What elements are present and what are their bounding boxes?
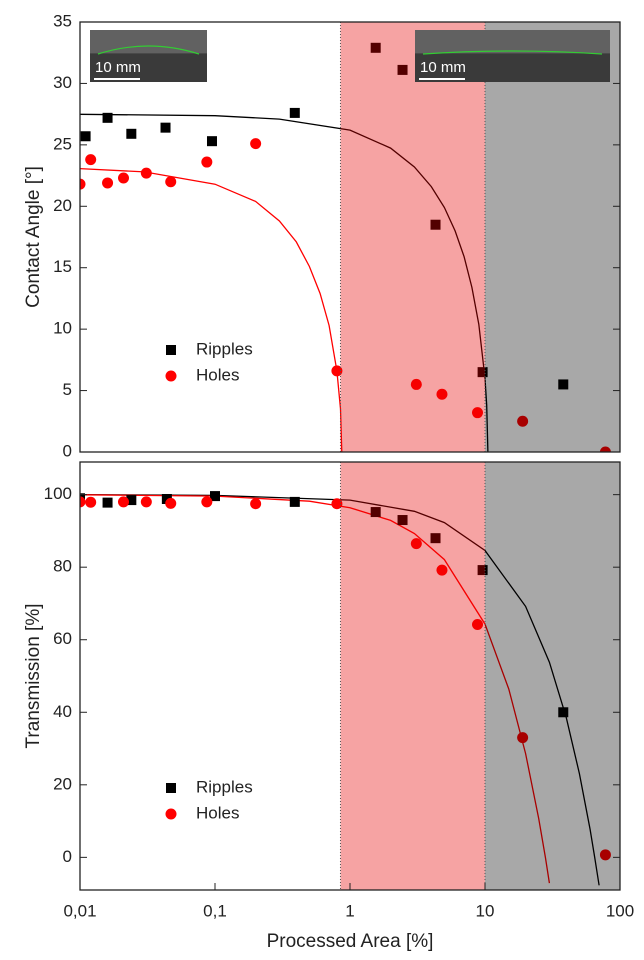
y-tick-label: 35: [53, 11, 72, 30]
point: [472, 407, 484, 419]
shaded-region: [485, 22, 620, 452]
point: [370, 507, 381, 518]
y-tick-label: 30: [53, 73, 72, 92]
point: [397, 64, 408, 75]
inset-label: 10 mm: [420, 59, 466, 76]
point: [126, 495, 137, 506]
point: [206, 136, 217, 147]
point: [140, 496, 152, 508]
y-tick-label: 15: [53, 257, 72, 276]
y-tick-label: 20: [53, 196, 72, 215]
point: [289, 496, 300, 507]
x-axis-title: Processed Area [%]: [267, 931, 434, 952]
point: [250, 498, 262, 510]
fit-line: [80, 494, 600, 886]
point: [201, 496, 213, 508]
point: [85, 154, 97, 166]
point: [80, 131, 91, 142]
legend-label: Ripples: [196, 777, 253, 796]
y-tick-label: 10: [53, 319, 72, 338]
point: [331, 365, 343, 377]
x-tick-label: 10: [476, 901, 495, 920]
point: [117, 496, 129, 508]
legend-label: Holes: [196, 803, 239, 822]
legend-marker: [165, 808, 177, 820]
y-tick-label: 40: [53, 702, 72, 721]
inset-label: 10 mm: [95, 59, 141, 76]
x-tick-label: 0,1: [203, 901, 227, 920]
legend-marker: [165, 370, 177, 382]
inset-highlight: [90, 30, 207, 54]
point: [80, 496, 86, 508]
point: [517, 732, 529, 744]
fit-line: [80, 494, 551, 884]
shaded-region: [340, 462, 485, 890]
point: [430, 219, 441, 230]
point: [165, 497, 177, 509]
y-tick-label: 25: [53, 134, 72, 153]
point: [161, 493, 172, 504]
legend-label: Holes: [196, 365, 239, 384]
point: [165, 176, 177, 188]
x-tick-label: 0,01: [63, 901, 96, 920]
point: [102, 112, 113, 123]
legend-label: Ripples: [196, 339, 253, 358]
point: [250, 138, 262, 150]
point: [370, 42, 381, 53]
point: [558, 379, 569, 390]
y-tick-label: 80: [53, 557, 72, 576]
point: [140, 167, 152, 179]
point: [430, 533, 441, 544]
point: [117, 172, 129, 184]
point: [558, 707, 569, 718]
fit-line: [80, 113, 489, 452]
shaded-region: [340, 22, 485, 452]
point: [477, 367, 488, 378]
y-tick-label: 60: [53, 629, 72, 648]
point: [517, 415, 529, 427]
point: [472, 618, 484, 630]
fit-line: [80, 167, 343, 452]
y-axis-title: Contact Angle [°]: [23, 166, 44, 308]
point: [436, 564, 448, 576]
shaded-region: [485, 462, 620, 890]
y-tick-label: 0: [63, 847, 72, 866]
point: [477, 565, 488, 576]
x-tick-label: 100: [606, 901, 634, 920]
point: [210, 491, 220, 502]
plot-area: [80, 22, 620, 452]
point: [410, 378, 422, 390]
y-tick-label: 100: [44, 484, 72, 503]
point: [331, 498, 343, 510]
point: [599, 446, 611, 452]
droplet-outline: [97, 45, 200, 55]
point: [201, 156, 213, 168]
point: [436, 388, 448, 400]
inset-highlight: [415, 30, 610, 54]
droplet-outline: [422, 50, 603, 55]
point: [410, 538, 422, 550]
legend-marker: [166, 783, 176, 793]
point: [85, 496, 97, 508]
y-tick-label: 20: [53, 774, 72, 793]
point: [126, 128, 137, 139]
point: [599, 849, 611, 861]
legend-marker: [166, 345, 176, 355]
point: [102, 177, 114, 189]
x-tick-label: 1: [345, 901, 354, 920]
plot-area: [80, 462, 620, 890]
point: [102, 497, 113, 508]
frame: [79, 21, 621, 453]
point: [80, 178, 86, 190]
y-tick-label: 5: [63, 380, 72, 399]
point: [289, 107, 300, 118]
point: [397, 515, 408, 526]
point: [160, 122, 171, 133]
y-axis-title: Transmission [%]: [23, 604, 44, 749]
y-tick-label: 0: [63, 441, 72, 460]
